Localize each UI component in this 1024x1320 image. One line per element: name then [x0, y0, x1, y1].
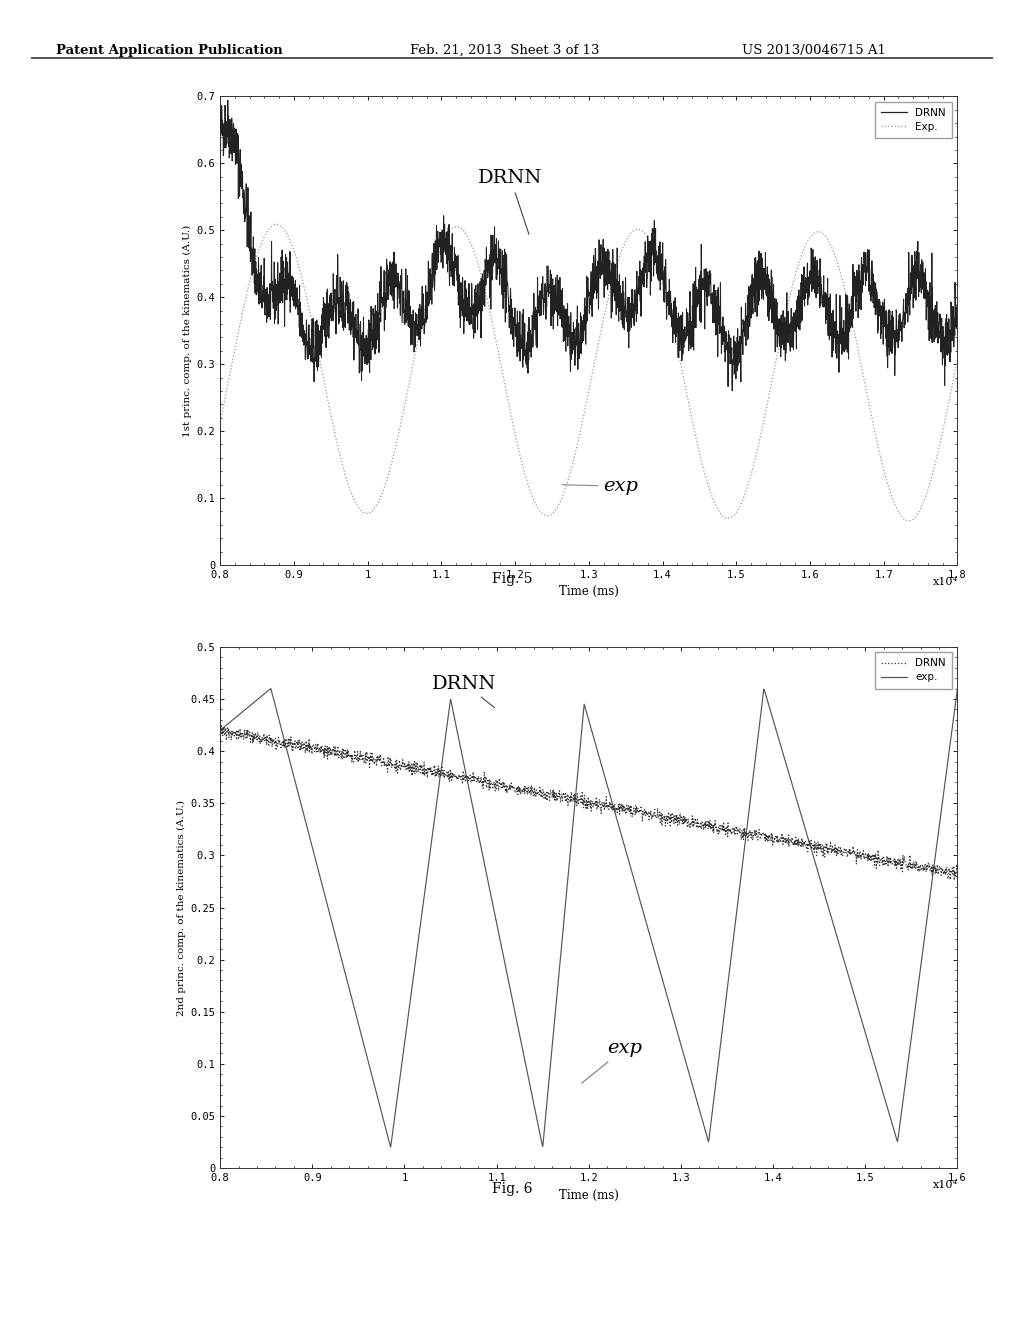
exp.: [214, 722, 226, 738]
Line: Exp.: Exp.: [220, 224, 957, 521]
DRNN: [215, 717, 227, 733]
DRNN: [930, 862, 942, 878]
Exp.: [214, 413, 226, 429]
Text: x10⁴: x10⁴: [933, 1180, 957, 1189]
DRNN: [572, 792, 585, 808]
Exp.: [902, 513, 914, 529]
DRNN: [951, 869, 964, 884]
Text: x10⁴: x10⁴: [933, 577, 957, 586]
exp.: [384, 1139, 396, 1155]
Exp.: [342, 477, 354, 492]
Legend: DRNN, exp.: DRNN, exp.: [874, 652, 952, 689]
DRNN: [214, 115, 226, 131]
Line: exp.: exp.: [220, 689, 957, 1147]
DRNN: [497, 301, 509, 317]
Exp.: [298, 280, 310, 296]
Text: Patent Application Publication: Patent Application Publication: [56, 44, 283, 57]
Line: DRNN: DRNN: [220, 725, 957, 880]
Legend: DRNN, Exp.: DRNN, Exp.: [874, 102, 952, 139]
Exp.: [951, 351, 964, 367]
DRNN: [951, 302, 964, 318]
DRNN: [553, 783, 565, 799]
Y-axis label: 2nd princ. comp. of the kinematics (A.U.): 2nd princ. comp. of the kinematics (A.U.…: [177, 800, 186, 1015]
exp.: [572, 751, 585, 767]
Exp.: [497, 368, 509, 384]
Text: US 2013/0046715 A1: US 2013/0046715 A1: [742, 44, 887, 57]
Exp.: [529, 495, 542, 511]
exp.: [795, 807, 807, 822]
Text: Feb. 21, 2013  Sheet 3 of 13: Feb. 21, 2013 Sheet 3 of 13: [410, 44, 599, 57]
DRNN: [930, 863, 942, 879]
Exp.: [270, 216, 283, 232]
DRNN: [298, 335, 310, 351]
DRNN: [342, 284, 354, 300]
Text: DRNN: DRNN: [478, 169, 543, 235]
Y-axis label: 1st princ. comp. of the kinematics (A.U.): 1st princ. comp. of the kinematics (A.U.…: [183, 224, 193, 437]
exp.: [252, 692, 264, 708]
Line: DRNN: DRNN: [220, 100, 957, 391]
DRNN: [221, 92, 233, 108]
exp.: [930, 842, 942, 858]
DRNN: [726, 383, 738, 399]
DRNN: [948, 873, 961, 888]
DRNN: [214, 729, 226, 744]
exp.: [951, 681, 964, 697]
X-axis label: Time (ms): Time (ms): [559, 585, 618, 598]
DRNN: [858, 244, 870, 260]
Text: DRNN: DRNN: [432, 675, 497, 708]
Text: exp: exp: [582, 1039, 642, 1082]
Text: exp: exp: [562, 478, 639, 495]
DRNN: [529, 317, 542, 333]
DRNN: [937, 323, 949, 339]
exp.: [930, 840, 942, 855]
Exp.: [858, 370, 870, 385]
DRNN: [795, 837, 807, 853]
exp.: [553, 961, 565, 977]
Exp.: [937, 420, 949, 436]
X-axis label: Time (ms): Time (ms): [559, 1188, 618, 1201]
Text: Fig. 5: Fig. 5: [492, 573, 532, 586]
DRNN: [252, 726, 264, 742]
Text: Fig. 6: Fig. 6: [492, 1183, 532, 1196]
